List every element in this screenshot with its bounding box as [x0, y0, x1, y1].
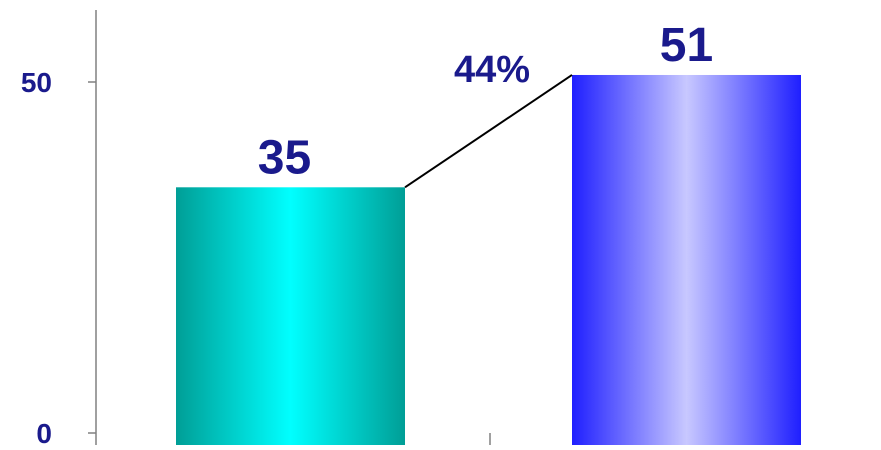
growth-connector-line [404, 74, 573, 189]
data-label-bar-1: 35 [258, 131, 311, 184]
bar-2 [572, 74, 801, 445]
data-labels: 35 51 44% [258, 19, 713, 189]
bar-1 [176, 187, 405, 446]
data-label-bar-2: 51 [660, 19, 713, 72]
axes: 0 50 [21, 10, 491, 449]
bars [176, 74, 801, 446]
y-tick-label: 0 [36, 418, 52, 445]
growth-percentage-label: 44% [454, 49, 530, 91]
y-tick-label: 50 [21, 67, 52, 98]
